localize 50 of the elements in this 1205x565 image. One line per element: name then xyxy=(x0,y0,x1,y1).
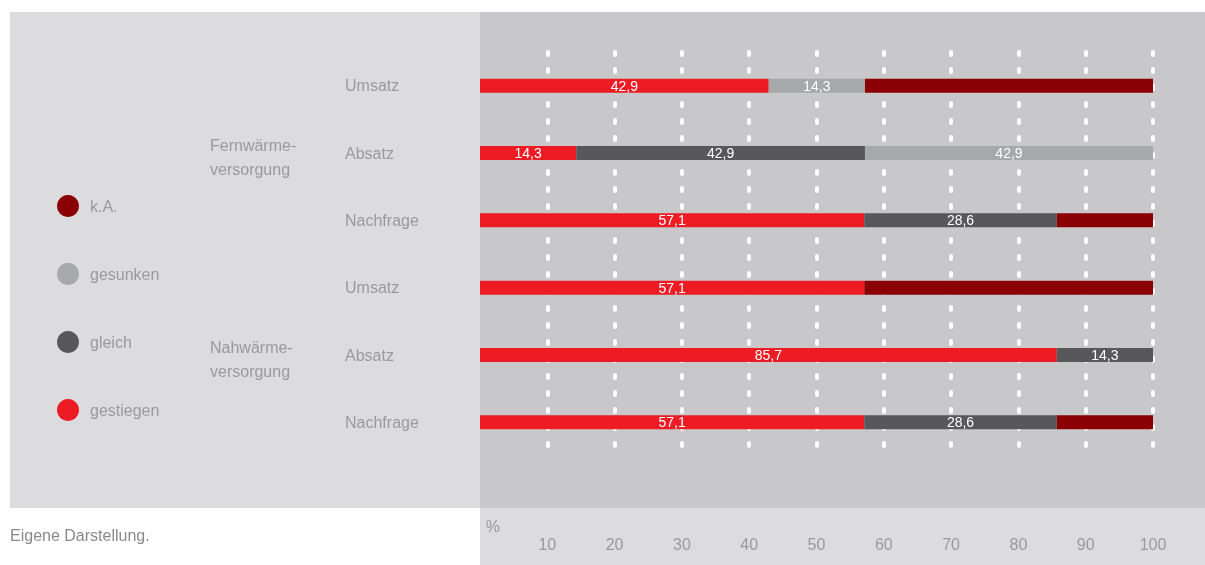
data-label: 14,3 xyxy=(803,77,831,94)
legend-label: gestiegen xyxy=(90,401,160,419)
x-tick-label: 40 xyxy=(740,535,759,553)
data-label: 28,6 xyxy=(946,212,975,229)
y-tick-label: Absatz xyxy=(345,144,394,162)
data-label: 42,9 xyxy=(610,77,639,94)
legend-label: k.A. xyxy=(90,197,118,215)
bar xyxy=(864,78,1153,93)
y-tick-label: Nachfrage xyxy=(345,211,419,229)
x-tick-label: 30 xyxy=(673,535,691,553)
bar xyxy=(1056,213,1153,228)
x-tick-label: 70 xyxy=(942,535,961,553)
text: Fernwärme- versorgung xyxy=(210,136,297,178)
bar xyxy=(864,280,1153,295)
bar xyxy=(576,146,865,160)
text: Nahwärme- versorgung xyxy=(210,338,293,380)
data-label: 14,3 xyxy=(1091,347,1119,363)
bar xyxy=(864,415,1057,430)
y-tick-label: Nachfrage xyxy=(345,413,419,431)
bar xyxy=(864,213,1057,228)
data-label: 57,1 xyxy=(658,279,686,296)
y-tick-label: Umsatz xyxy=(345,279,400,297)
data-label: 28,6 xyxy=(946,414,975,431)
data-label: 42,9 xyxy=(706,145,735,161)
y-tick-label: Umsatz xyxy=(345,77,400,95)
x-tick-label: 10 xyxy=(538,535,557,553)
bar xyxy=(864,146,1153,160)
x-tick-label: 50 xyxy=(807,535,826,553)
x-axis-title: % xyxy=(485,517,500,535)
x-tick-label: 100 xyxy=(1139,535,1167,553)
x-tick-label: 60 xyxy=(874,535,893,553)
bar xyxy=(480,78,769,93)
data-label: 85,7 xyxy=(754,347,783,363)
text: Eigene Darstellung. xyxy=(10,526,150,544)
legend-label: gleich xyxy=(90,333,132,351)
x-tick-label: 80 xyxy=(1009,535,1028,553)
bar xyxy=(480,348,1057,362)
bar xyxy=(480,146,577,160)
data-label: 42,9 xyxy=(995,145,1023,161)
legend-label: gesunken xyxy=(90,265,160,283)
bar xyxy=(480,213,865,228)
data-label: 57,1 xyxy=(658,212,686,229)
bar xyxy=(480,280,865,295)
x-tick-label: 90 xyxy=(1076,535,1095,553)
bar xyxy=(1056,415,1153,430)
data-label: 57,1 xyxy=(658,414,686,431)
bar xyxy=(480,415,865,430)
data-label: 14,3 xyxy=(514,145,542,161)
x-tick-label: 20 xyxy=(605,535,624,553)
y-tick-label: Absatz xyxy=(345,346,394,364)
